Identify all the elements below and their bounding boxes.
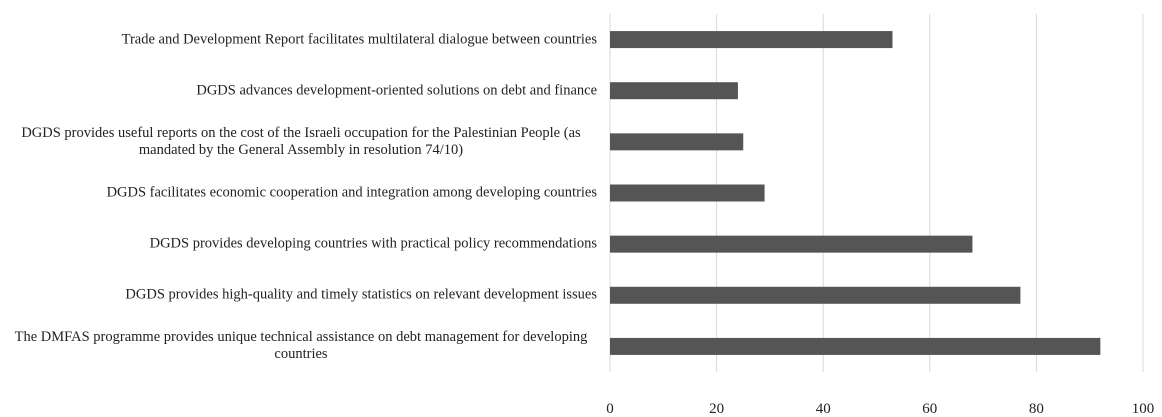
y-tick-label-box: DGDS facilitates economic cooperation an… xyxy=(0,185,597,202)
bar xyxy=(610,133,744,151)
y-tick-label-box: DGDS provides useful reports on the cost… xyxy=(0,125,597,159)
x-tick-label: 100 xyxy=(1132,401,1155,417)
y-tick-label-box: DGDS advances development-oriented solut… xyxy=(0,82,597,99)
y-tick-label-box: The DMFAS programme provides unique tech… xyxy=(0,329,597,363)
y-tick-label: DGDS provides developing countries with … xyxy=(149,235,597,252)
bar xyxy=(610,82,738,100)
x-tick-label: 0 xyxy=(606,401,614,417)
bar xyxy=(610,286,1021,304)
bar xyxy=(610,235,973,253)
y-tick-label-box: DGDS provides developing countries with … xyxy=(0,236,597,253)
x-tick-label: 60 xyxy=(922,401,937,417)
x-tick-label: 40 xyxy=(816,401,831,417)
y-tick-label: The DMFAS programme provides unique tech… xyxy=(14,329,588,363)
bar xyxy=(610,184,765,202)
x-tick-label: 20 xyxy=(709,401,724,417)
y-tick-label: DGDS provides useful reports on the cost… xyxy=(21,124,581,158)
y-tick-label-box: Trade and Development Report facilitates… xyxy=(0,31,597,48)
y-tick-label: DGDS advances development-oriented solut… xyxy=(196,82,597,99)
y-tick-label: Trade and Development Report facilitates… xyxy=(121,31,597,48)
y-tick-label: DGDS provides high-quality and timely st… xyxy=(125,286,597,303)
y-tick-label-box: DGDS provides high-quality and timely st… xyxy=(0,287,597,304)
bar xyxy=(610,31,893,49)
bar xyxy=(610,337,1101,355)
x-tick-label: 80 xyxy=(1029,401,1044,417)
y-tick-label: DGDS facilitates economic cooperation an… xyxy=(106,184,597,201)
